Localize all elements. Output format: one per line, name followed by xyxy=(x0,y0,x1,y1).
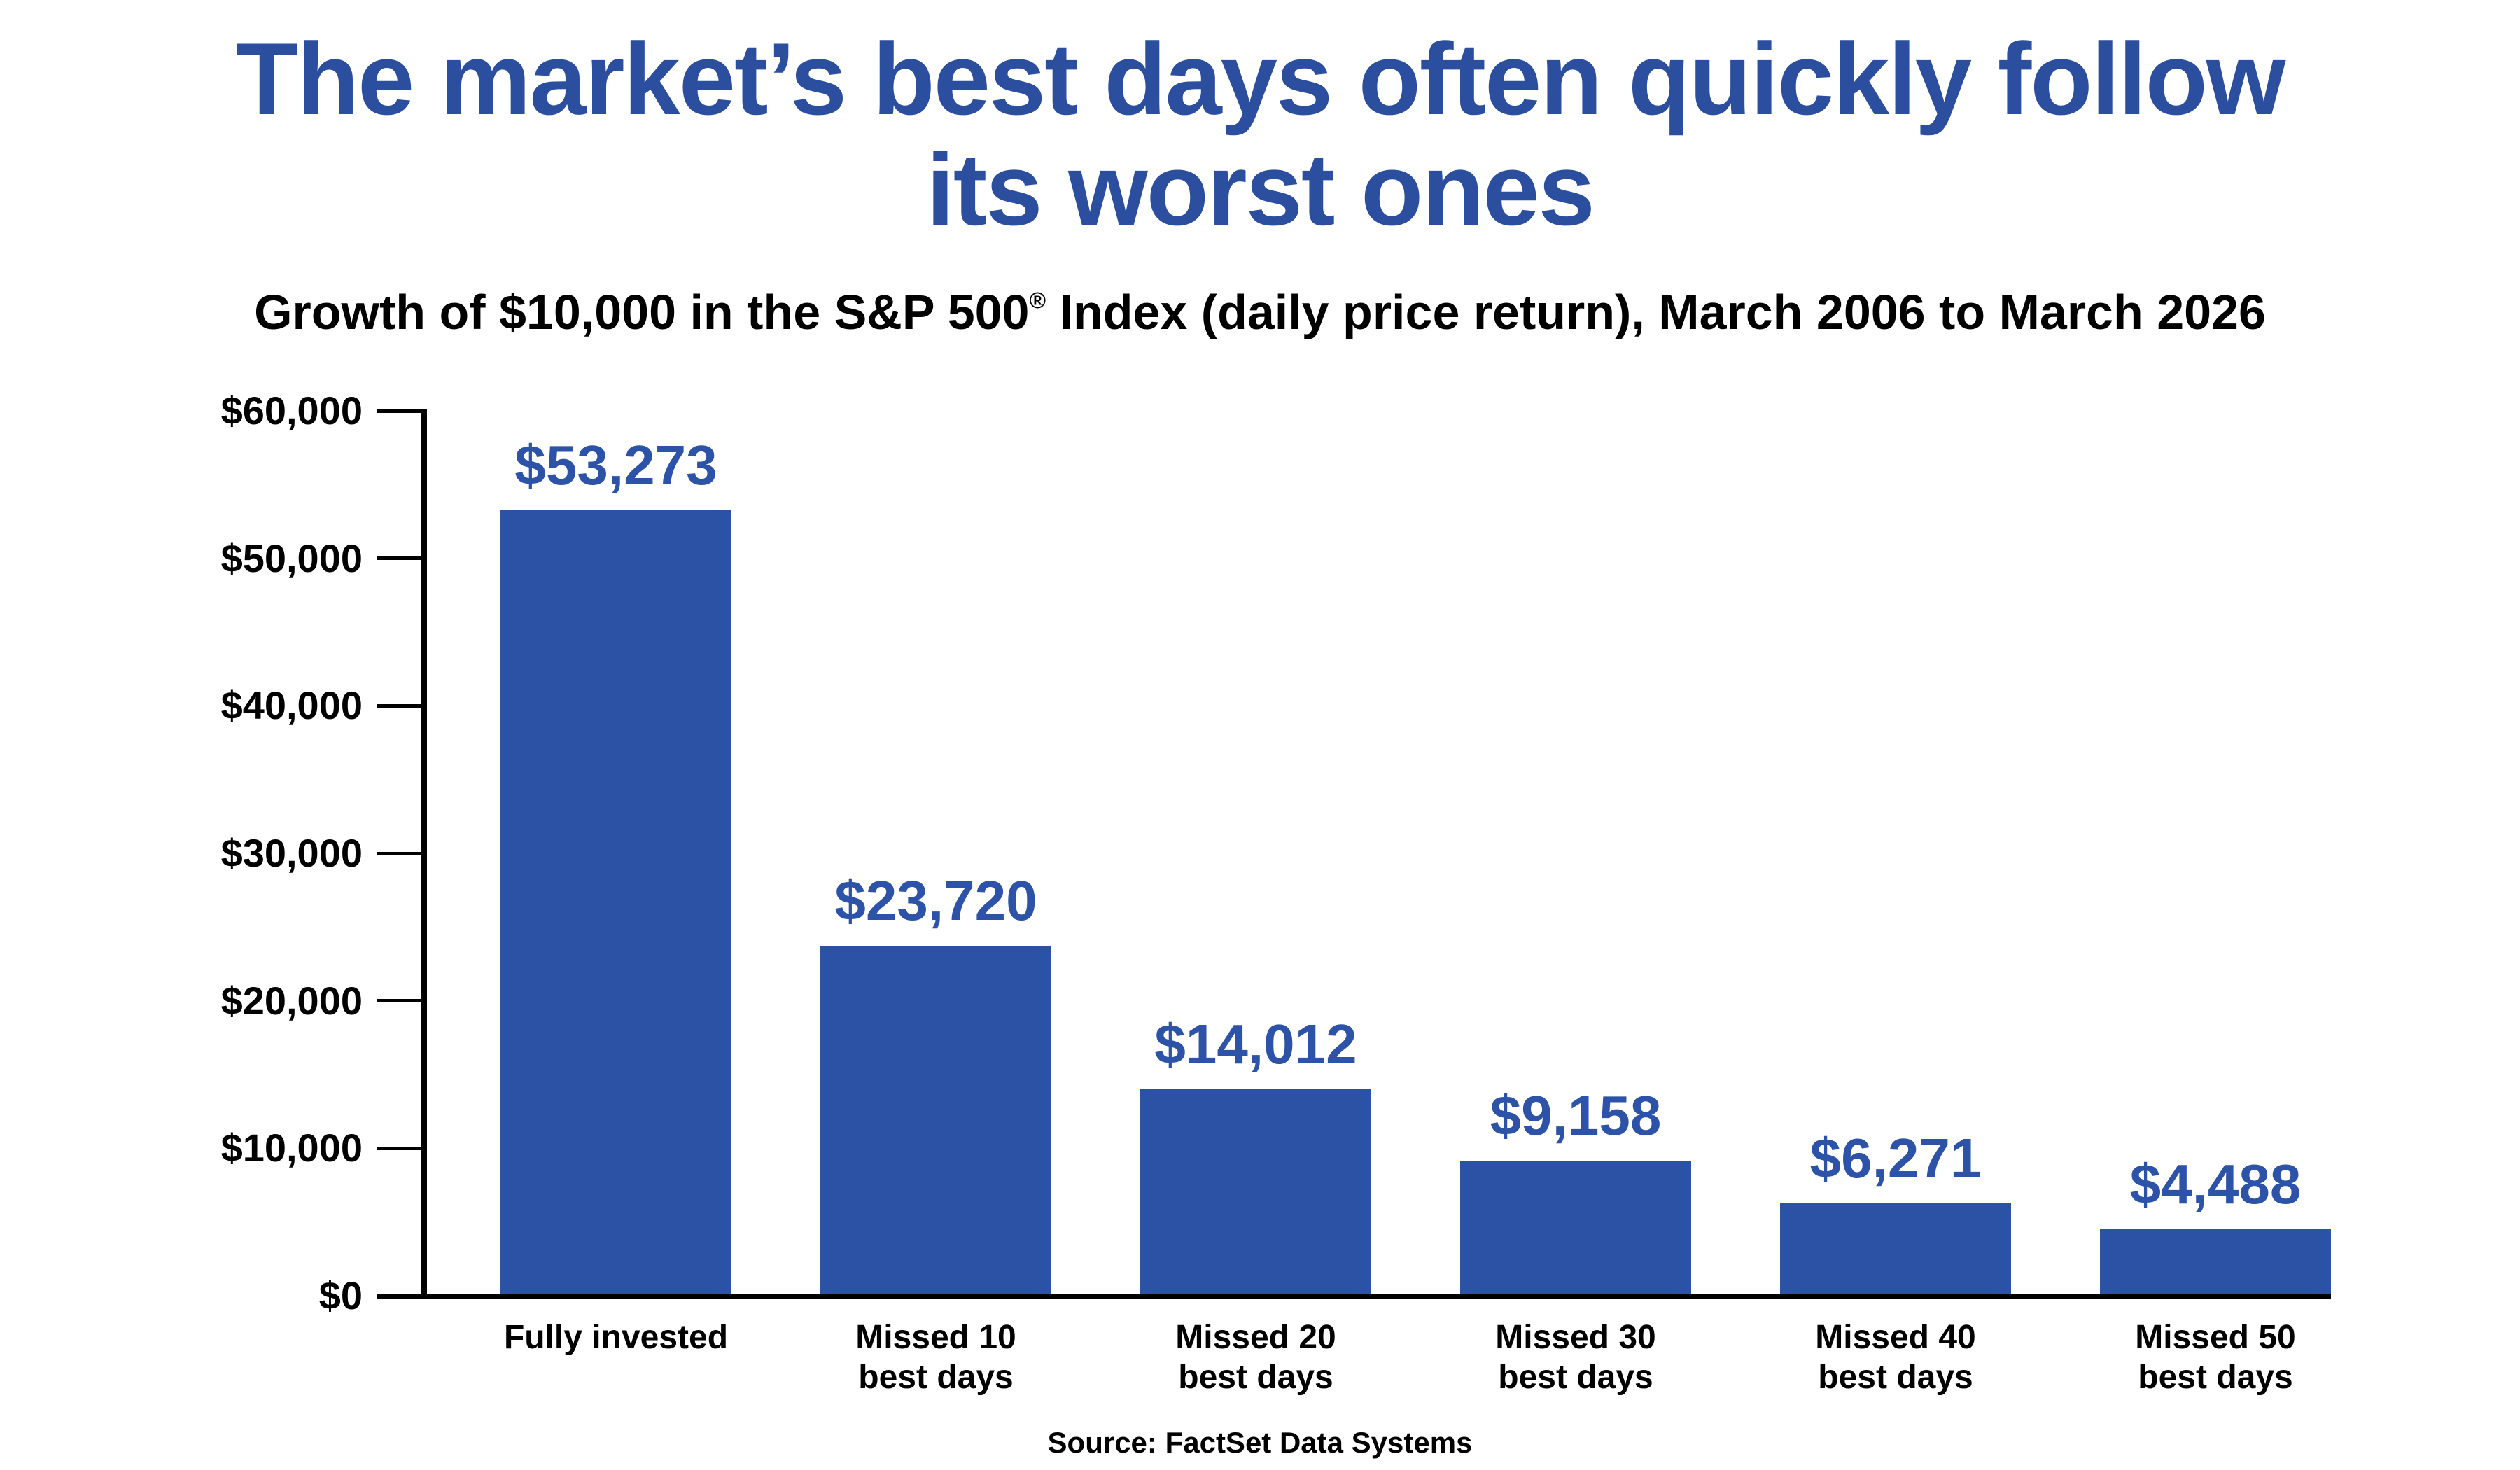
y-axis-tick-mark xyxy=(377,409,427,413)
chart-title-line2: its worst ones xyxy=(926,132,1595,246)
y-axis-tick-mark xyxy=(377,999,427,1003)
y-axis-line xyxy=(421,410,427,1298)
y-axis-tick-label: $0 xyxy=(318,1273,363,1317)
chart-subtitle: Growth of $10,000 in the S&P 500® Index … xyxy=(0,273,2520,340)
y-axis-tick-mark xyxy=(377,556,427,561)
registered-trademark-symbol: ® xyxy=(1029,288,1046,313)
bar-value-label: $14,012 xyxy=(1154,1012,1357,1075)
bar-category-label: Missed 10 best days xyxy=(855,1319,1016,1396)
bar xyxy=(500,510,732,1298)
bar-value-label: $4,488 xyxy=(2129,1153,2302,1216)
bar-value-label: $23,720 xyxy=(834,869,1037,932)
y-axis-tick-mark xyxy=(377,1146,427,1150)
y-axis-tick-mark xyxy=(377,851,427,855)
bar-category-label: Missed 30 best days xyxy=(1495,1319,1656,1396)
x-axis-line xyxy=(377,1294,2331,1298)
y-axis-tick-label: $30,000 xyxy=(220,831,363,875)
bar xyxy=(1460,1161,1691,1298)
bar-value-label: $9,158 xyxy=(1490,1084,1662,1147)
y-axis-tick-label: $40,000 xyxy=(220,683,363,728)
bar-category-label: Missed 50 best days xyxy=(2135,1319,2296,1396)
bar-category-label: Missed 40 best days xyxy=(1815,1319,1976,1396)
bar-category-label: Fully invested xyxy=(503,1319,729,1356)
y-axis-tick-mark xyxy=(377,704,427,708)
y-axis-tick-label: $20,000 xyxy=(220,978,363,1023)
chart-subtitle-text: Growth of $10,000 in the S&P 500 xyxy=(254,285,1030,340)
y-axis-tick-label: $50,000 xyxy=(220,536,363,580)
bar xyxy=(1780,1203,2011,1298)
bar xyxy=(2100,1229,2331,1298)
bar xyxy=(1140,1088,1371,1298)
chart-title: The market’s best days often quickly fol… xyxy=(0,24,2520,245)
bar xyxy=(820,946,1051,1298)
chart-title-line1: The market’s best days often quickly fol… xyxy=(235,22,2286,136)
chart-subtitle-text-continued: Index (daily price return), March 2006 t… xyxy=(1046,285,2266,340)
y-axis-tick-label: $10,000 xyxy=(220,1126,363,1170)
bar-value-label: $6,271 xyxy=(1809,1126,1982,1189)
source-note: Source: FactSet Data Systems xyxy=(1047,1426,1473,1459)
bar-category-label: Missed 20 best days xyxy=(1175,1319,1336,1396)
bar-value-label: $53,273 xyxy=(514,433,718,496)
y-axis-tick-label: $60,000 xyxy=(220,388,363,433)
